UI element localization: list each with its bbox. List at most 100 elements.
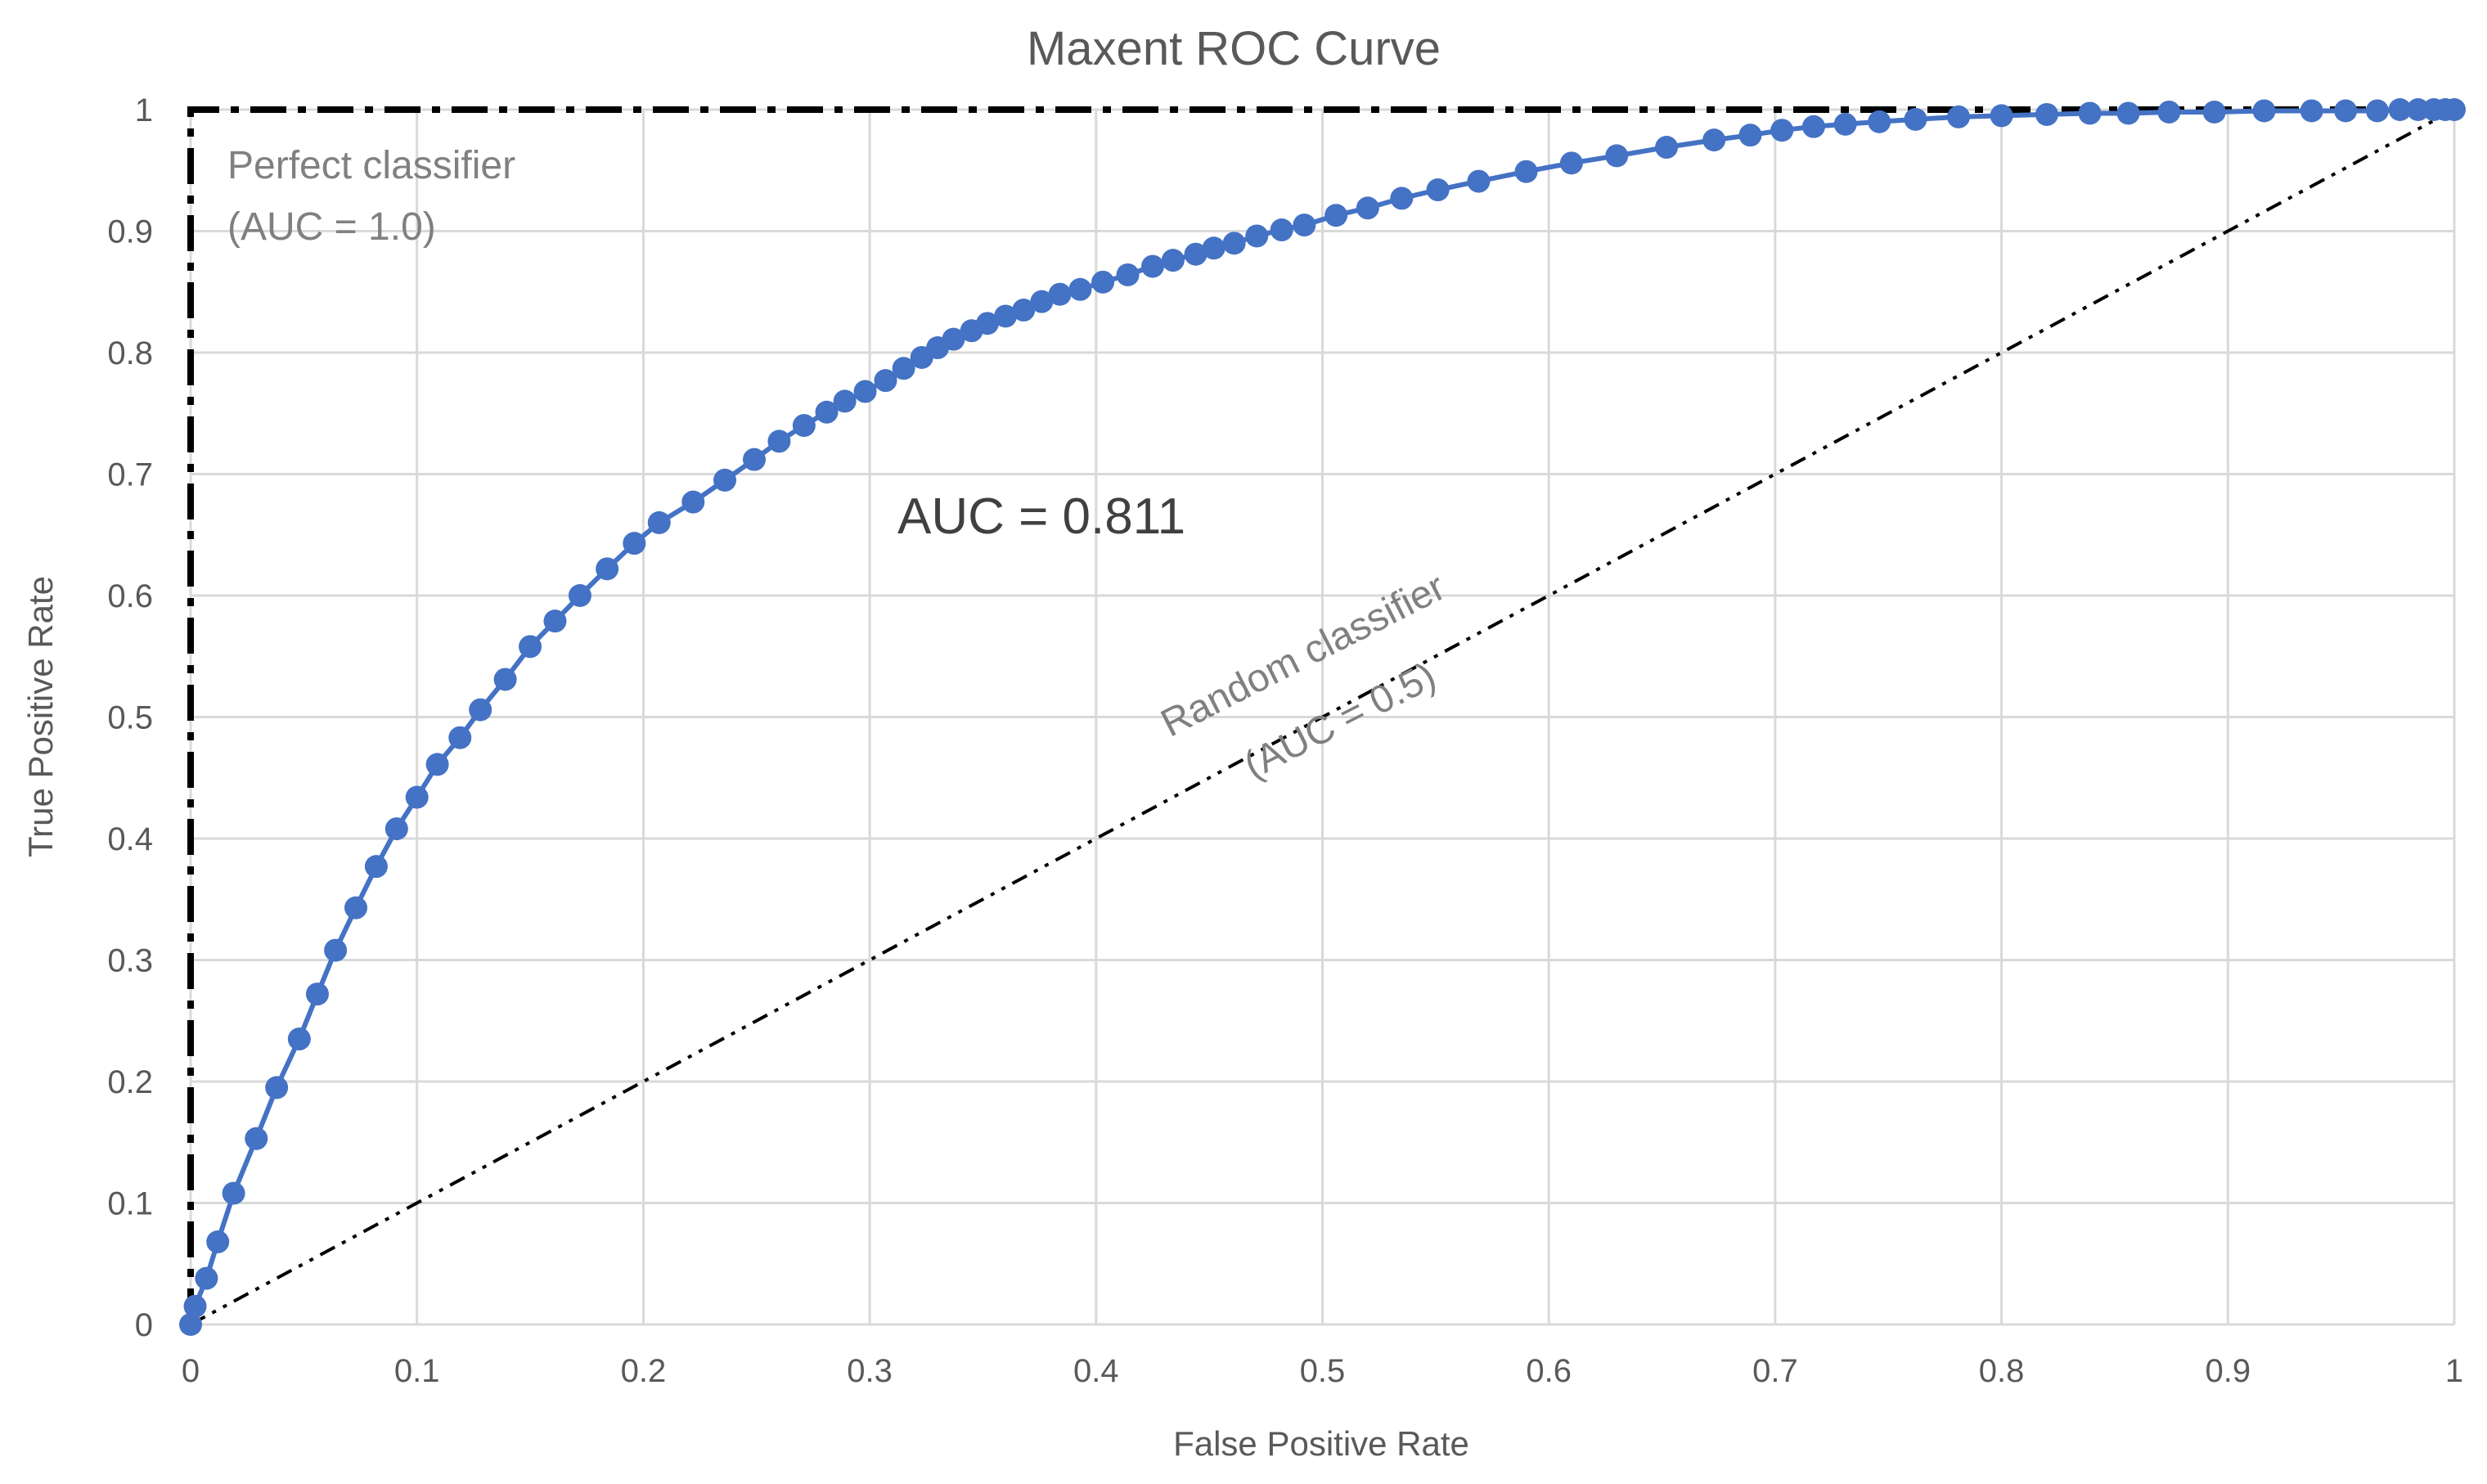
y-tick-label: 0.5 — [107, 700, 153, 736]
roc-point — [942, 327, 965, 351]
roc-point — [1947, 105, 1971, 128]
roc-point — [245, 1126, 268, 1150]
roc-point — [448, 726, 472, 749]
roc-point — [179, 1313, 202, 1336]
roc-point — [1801, 115, 1825, 138]
auc-label: AUC = 0.811 — [897, 488, 1185, 545]
roc-point — [469, 698, 492, 722]
roc-point — [833, 389, 857, 413]
roc-point — [1293, 214, 1316, 237]
roc-point — [385, 817, 408, 841]
roc-point — [681, 490, 705, 514]
roc-point — [305, 983, 329, 1006]
reference-lines — [187, 106, 2455, 1326]
x-tick-label: 0.5 — [1300, 1353, 1346, 1389]
y-tick-label: 0.6 — [107, 578, 153, 614]
roc-point — [2078, 101, 2102, 125]
roc-point — [1605, 144, 1629, 168]
roc-point — [1990, 104, 2013, 128]
roc-point — [2388, 98, 2412, 121]
x-tick-label: 0 — [182, 1353, 200, 1389]
roc-point — [1140, 254, 1164, 278]
x-axis-title: False Positive Rate — [1173, 1424, 1469, 1463]
roc-point — [2157, 100, 2181, 124]
roc-point — [2035, 102, 2058, 126]
roc-point — [1245, 224, 1269, 248]
roc-point — [1559, 151, 1583, 175]
y-tick-label: 0.2 — [107, 1064, 153, 1100]
perfect-classifier-auc: (AUC = 1.0) — [227, 205, 436, 249]
roc-point — [324, 938, 348, 962]
roc-point — [2334, 99, 2358, 123]
roc-point — [2365, 99, 2389, 123]
roc-point — [1738, 124, 1762, 147]
roc-point — [1426, 178, 1450, 202]
x-tick-label: 0.3 — [847, 1353, 893, 1389]
x-tick-label: 0.2 — [621, 1353, 667, 1389]
roc-point — [2300, 99, 2323, 123]
roc-point — [1356, 196, 1379, 220]
roc-point — [647, 510, 671, 534]
roc-point — [1068, 277, 1092, 301]
tick-labels: 0 0.1 0.2 0.3 0.4 0.5 0.6 0.7 0.8 0.9 1 0 0.1 0.2 0.3 0… — [107, 92, 2463, 1389]
roc-point — [874, 369, 897, 393]
roc-point — [1655, 136, 1679, 160]
roc-point — [994, 304, 1018, 328]
roc-point — [1702, 128, 1726, 152]
roc-point — [2116, 101, 2140, 125]
roc-point — [1467, 169, 1491, 193]
roc-point — [364, 855, 388, 879]
roc-point — [1868, 110, 1891, 133]
roc-point — [1270, 218, 1293, 242]
perfect-classifier-line — [187, 106, 2454, 1324]
x-tick-label: 0.1 — [394, 1353, 440, 1389]
roc-point — [2406, 98, 2430, 121]
y-tick-label: 0.7 — [107, 457, 153, 493]
roc-point — [405, 785, 429, 809]
x-tick-label: 0.9 — [2205, 1353, 2251, 1389]
roc-point — [222, 1181, 245, 1205]
random-classifier-line — [190, 108, 2455, 1326]
roc-point — [792, 414, 816, 438]
roc-point — [519, 635, 542, 659]
roc-point — [344, 896, 367, 920]
roc-point — [1514, 160, 1538, 183]
roc-point — [1030, 290, 1054, 313]
roc-point — [206, 1230, 230, 1254]
roc-point — [975, 312, 999, 335]
roc-point — [1833, 112, 1857, 136]
y-axis-title: True Positive Rate — [21, 576, 60, 857]
y-tick-label: 0 — [135, 1307, 153, 1343]
roc-point — [892, 357, 915, 380]
roc-point — [1012, 299, 1036, 322]
roc-point — [493, 668, 517, 691]
roc-point — [596, 557, 619, 581]
roc-point — [287, 1028, 311, 1051]
roc-point — [2252, 99, 2276, 123]
y-tick-label: 1 — [135, 92, 153, 128]
y-tick-label: 0.1 — [107, 1186, 153, 1222]
roc-point — [425, 753, 449, 776]
roc-point — [853, 380, 877, 403]
roc-point — [1324, 204, 1348, 227]
x-tick-label: 1 — [2445, 1353, 2463, 1389]
y-tick-label: 0.4 — [107, 821, 153, 857]
y-tick-label: 0.3 — [107, 943, 153, 979]
roc-point — [1184, 242, 1208, 266]
roc-point — [815, 400, 839, 424]
roc-point — [2202, 100, 2226, 124]
roc-point — [742, 447, 766, 471]
roc-point — [1048, 282, 1072, 306]
roc-point — [623, 532, 646, 555]
perfect-classifier-label: Perfect classifier — [227, 144, 515, 187]
roc-point — [543, 609, 567, 633]
x-tick-label: 0.8 — [1979, 1353, 2025, 1389]
roc-point — [183, 1294, 207, 1318]
roc-point — [265, 1076, 289, 1100]
y-tick-label: 0.9 — [107, 214, 153, 250]
roc-point — [1202, 236, 1226, 260]
roc-point — [713, 468, 737, 492]
roc-point — [195, 1266, 218, 1290]
roc-point — [2443, 98, 2466, 121]
roc-point — [1222, 232, 1246, 255]
